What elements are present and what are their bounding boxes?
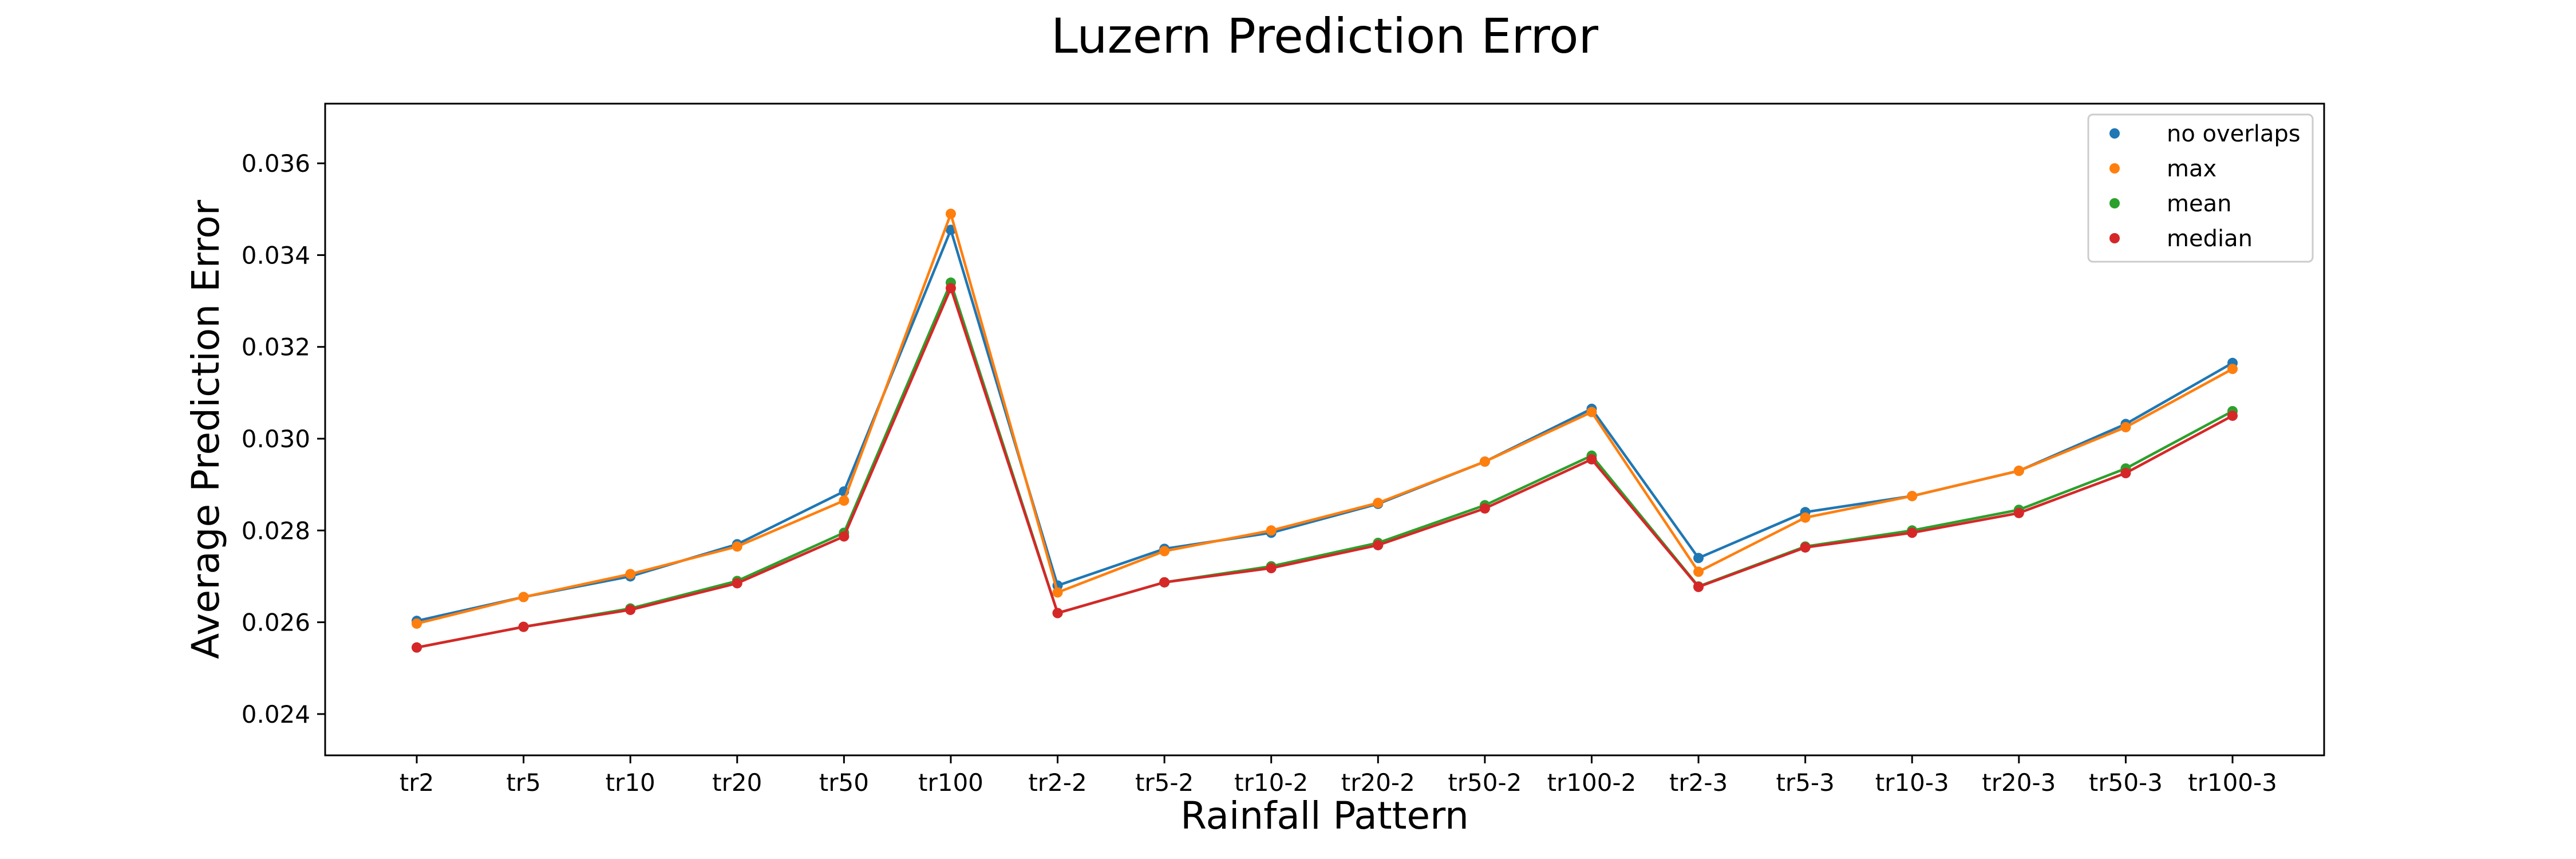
series-median (412, 283, 2238, 653)
data-point (625, 569, 636, 580)
x-tick-label: tr100-2 (1547, 769, 1637, 797)
data-point (1479, 503, 1490, 514)
chart-title: Luzern Prediction Error (1051, 8, 1599, 64)
y-axis: 0.024 0.026 0.028 0.030 0.032 0.034 0.036 (242, 149, 325, 728)
x-tick-label: tr10-3 (1875, 769, 1949, 797)
plot-area (324, 103, 2325, 756)
data-point (1159, 546, 1170, 557)
x-axis-label: Rainfall Pattern (1180, 794, 1469, 838)
data-point (412, 642, 422, 653)
data-point (1373, 539, 1384, 550)
y-tick-label: 0.026 (242, 609, 310, 637)
data-point (2227, 410, 2238, 421)
data-point (945, 283, 956, 294)
data-point (1479, 456, 1490, 467)
legend-marker (2109, 233, 2120, 243)
x-tick-label: tr2-3 (1669, 769, 1728, 797)
legend-label: median (2167, 226, 2253, 252)
data-point (1052, 608, 1063, 618)
data-point (1800, 542, 1811, 553)
legend-label: mean (2167, 191, 2231, 217)
data-point (732, 578, 742, 589)
data-point (1693, 553, 1704, 564)
data-point (2120, 421, 2131, 432)
data-point (1266, 525, 1277, 536)
data-point (2120, 468, 2131, 479)
y-axis-label: Average Prediction Error (184, 199, 228, 659)
legend-items: no overlaps max mean median (2109, 121, 2301, 252)
y-tick-label: 0.036 (242, 149, 310, 178)
data-point (2227, 364, 2238, 375)
y-tick-label: 0.028 (242, 517, 310, 545)
x-tick-label: tr50 (819, 769, 869, 797)
series-layer (412, 208, 2238, 653)
x-tick-label: tr100 (918, 769, 983, 797)
legend-label: max (2167, 156, 2217, 182)
x-tick-label: tr20 (712, 769, 762, 797)
legend-marker (2109, 198, 2120, 208)
x-tick-label: tr100-3 (2188, 769, 2277, 797)
data-point (1373, 498, 1384, 509)
x-axis: tr2 tr5 tr10 tr20 tr50 tr100 tr2-2 tr5-2 tr10-2 t… (400, 755, 2277, 797)
legend-marker (2109, 128, 2120, 139)
x-tick-label: tr5-2 (1135, 769, 1194, 797)
x-tick-label: tr10 (606, 769, 655, 797)
y-tick-label: 0.032 (242, 333, 310, 361)
x-tick-label: tr10-2 (1234, 769, 1308, 797)
x-tick-label: tr2-2 (1028, 769, 1086, 797)
series-line (416, 286, 2234, 649)
data-point (1907, 527, 1918, 538)
x-tick-label: tr20-2 (1341, 769, 1415, 797)
data-point (1693, 566, 1704, 577)
data-point (1586, 454, 1597, 465)
legend: no overlaps max mean median (2087, 113, 2314, 263)
data-point (1052, 587, 1063, 598)
data-point (518, 621, 529, 632)
data-point (412, 618, 422, 629)
series-line (416, 212, 2234, 625)
data-point (1266, 563, 1277, 574)
data-point (2013, 507, 2024, 518)
series-max (412, 208, 2238, 629)
x-tick-label: tr5-3 (1776, 769, 1834, 797)
data-point (1159, 577, 1170, 588)
data-point (2013, 466, 2024, 476)
y-tick-label: 0.030 (242, 425, 310, 453)
data-point (625, 604, 636, 615)
data-point (1907, 491, 1918, 502)
x-tick-label: tr5 (506, 769, 540, 797)
data-point (945, 208, 956, 219)
data-point (518, 592, 529, 602)
series-line (416, 281, 2234, 649)
x-tick-label: tr50-3 (2089, 769, 2163, 797)
x-tick-label: tr50-2 (1448, 769, 1522, 797)
y-tick-label: 0.024 (242, 700, 310, 728)
legend-frame (2087, 113, 2314, 263)
legend-marker (2109, 163, 2120, 174)
plot-frame (324, 103, 2325, 756)
data-point (1693, 581, 1704, 592)
x-tick-label: tr2 (400, 769, 434, 797)
data-point (1800, 512, 1811, 523)
data-point (839, 495, 850, 506)
x-tick-label: tr20-3 (1982, 769, 2056, 797)
data-point (839, 531, 850, 542)
y-tick-label: 0.034 (242, 241, 310, 269)
data-point (732, 541, 742, 552)
data-point (1586, 407, 1597, 417)
legend-label: no overlaps (2167, 121, 2301, 147)
